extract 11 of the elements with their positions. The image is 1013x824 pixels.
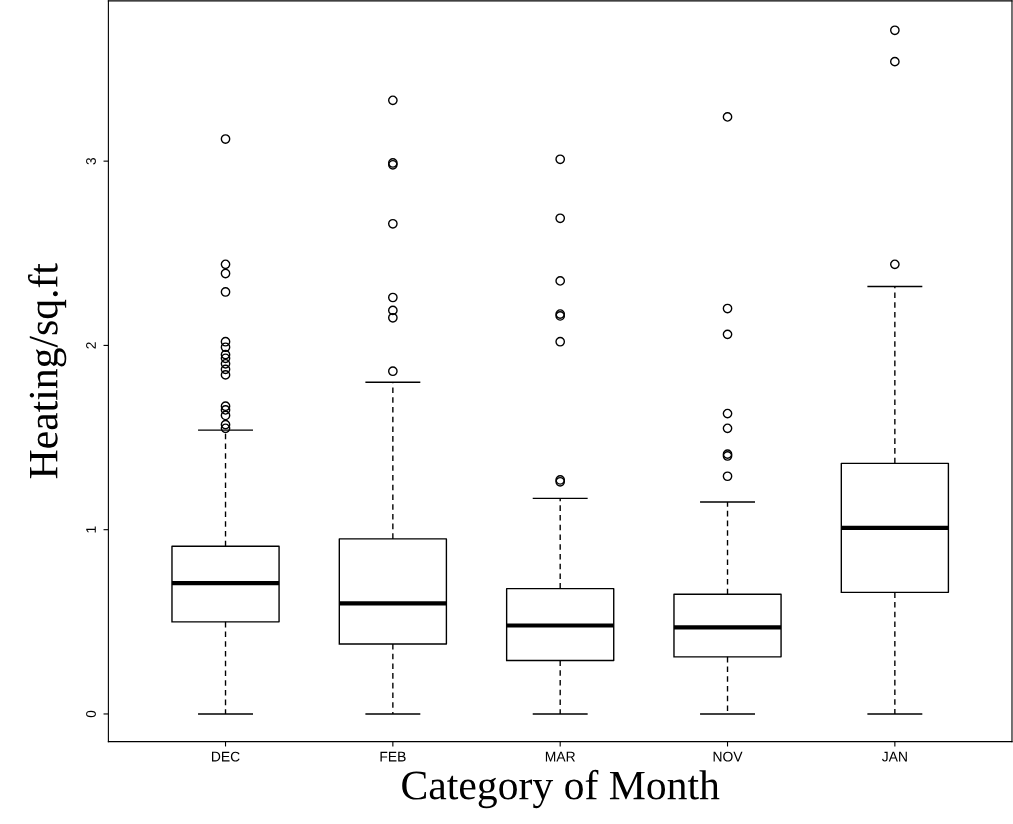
y-axis-title: Heating/sq.ft [27, 263, 67, 479]
x-tick-label: JAN [881, 751, 907, 762]
y-tick-label: 1 [86, 526, 96, 533]
y-tick-label: 0 [86, 710, 96, 718]
x-tick-label: NOV [713, 751, 743, 762]
x-tick-label: MAR [545, 751, 575, 762]
y-tick-label: 2 [86, 342, 96, 349]
x-tick-label: FEB [380, 751, 406, 762]
x-axis-title: Category of Month [402, 769, 720, 809]
x-tick-label: DEC [212, 751, 240, 762]
y-tick-label: 3 [86, 157, 96, 165]
